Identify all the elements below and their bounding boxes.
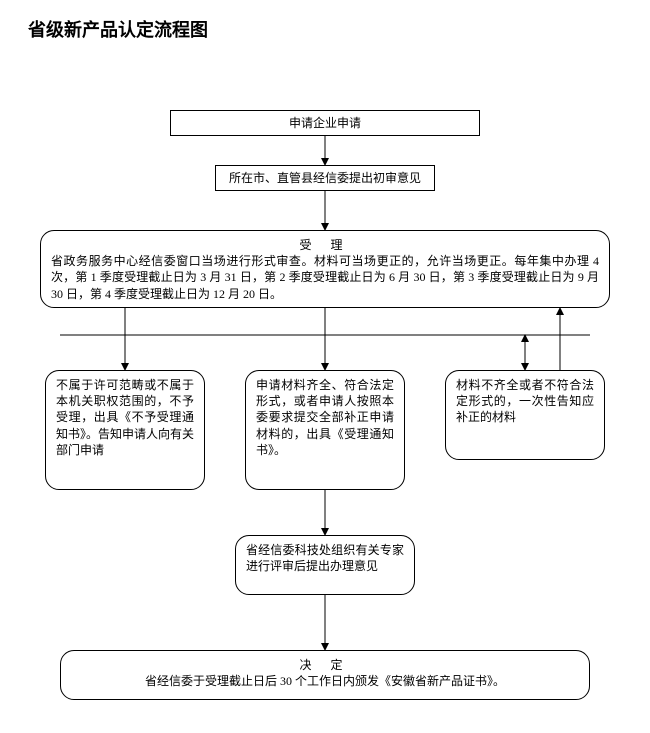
node-reject: 不属于许可范畴或不属于本机关职权范围的，不予受理，出具《不予受理通知书》。告知申… xyxy=(45,370,205,490)
node-decide: 决 定 省经信委于受理截止日后 30 个工作日内颁发《安徽省新产品证书》。 xyxy=(60,650,590,700)
node-complete-text: 申请材料齐全、符合法定形式，或者申请人按照本委要求提交全部补正申请材料的，出具《… xyxy=(256,378,394,457)
node-preliminary-text: 所在市、直管县经信委提出初审意见 xyxy=(229,171,421,185)
node-complete: 申请材料齐全、符合法定形式，或者申请人按照本委要求提交全部补正申请材料的，出具《… xyxy=(245,370,405,490)
node-supplement: 材料不齐全或者不符合法定形式的，一次性告知应补正的材料 xyxy=(445,370,605,460)
node-supplement-text: 材料不齐全或者不符合法定形式的，一次性告知应补正的材料 xyxy=(456,378,594,424)
node-decide-heading: 决 定 xyxy=(71,657,579,673)
node-apply-text: 申请企业申请 xyxy=(289,116,361,130)
node-accept-text: 省政务服务中心经信委窗口当场进行形式审查。材料可当场更正的，允许当场更正。每年集… xyxy=(51,254,599,300)
page-title: 省级新产品认定流程图 xyxy=(28,16,208,42)
node-preliminary: 所在市、直管县经信委提出初审意见 xyxy=(215,165,435,191)
node-reject-text: 不属于许可范畴或不属于本机关职权范围的，不予受理，出具《不予受理通知书》。告知申… xyxy=(56,378,194,457)
node-accept: 受 理 省政务服务中心经信委窗口当场进行形式审查。材料可当场更正的，允许当场更正… xyxy=(40,230,610,308)
node-accept-heading: 受 理 xyxy=(51,237,599,253)
node-apply: 申请企业申请 xyxy=(170,110,480,136)
node-review: 省经信委科技处组织有关专家进行评审后提出办理意见 xyxy=(235,535,415,595)
node-decide-text: 省经信委于受理截止日后 30 个工作日内颁发《安徽省新产品证书》。 xyxy=(71,673,579,689)
node-review-text: 省经信委科技处组织有关专家进行评审后提出办理意见 xyxy=(246,543,404,573)
